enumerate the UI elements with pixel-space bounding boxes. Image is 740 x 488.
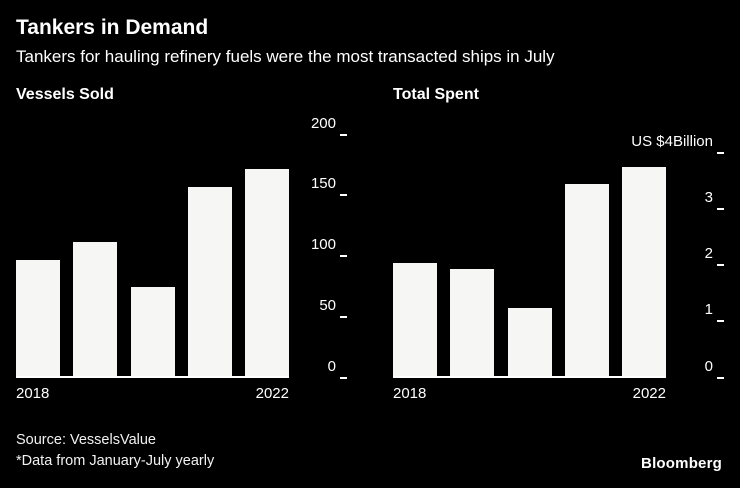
y-tick-label: 200 — [310, 114, 336, 132]
source-text: Source: VesselsValue — [16, 432, 156, 448]
y-tick-0: 0 — [327, 357, 347, 379]
y-tick-1: 1 — [704, 301, 724, 323]
x-axis-vessels-sold: 2018 2022 — [16, 385, 289, 402]
plot-vessels-sold: 0 50 100 150 200 — [16, 116, 347, 379]
y-tick-label: 1 — [704, 301, 713, 319]
y-tick-50: 50 — [319, 296, 347, 318]
x-axis-total-spent: 2018 2022 — [393, 385, 666, 402]
y-tick-0: 0 — [704, 357, 724, 379]
panel-total-spent: Total Spent 0 1 2 3 US $4Billion 2018 2022 — [393, 86, 724, 402]
x-tick-last: 2022 — [632, 384, 666, 402]
footer: Source: VesselsValue *Data from January-… — [16, 430, 724, 472]
bloomberg-logo: Bloomberg — [641, 455, 722, 472]
y-tick-label: 3 — [704, 188, 713, 206]
footnote-text: *Data from January-July yearly — [16, 453, 215, 469]
y-tick-mark — [717, 151, 724, 154]
bar-2018 — [16, 260, 60, 376]
bar-2020 — [507, 308, 552, 376]
y-tick-4: US $4Billion — [631, 132, 724, 154]
x-tick-last: 2022 — [255, 384, 289, 402]
y-tick-200: 200 — [310, 114, 347, 136]
y-tick-mark — [717, 207, 724, 210]
y-tick-mark — [340, 315, 347, 318]
y-tick-150: 150 — [310, 175, 347, 197]
panel-title-vessels-sold: Vessels Sold — [16, 85, 114, 103]
x-tick-first: 2018 — [16, 384, 50, 402]
y-tick-mark — [717, 264, 724, 267]
bar-2019 — [450, 268, 495, 376]
y-tick-mark — [340, 376, 347, 379]
bar-2020 — [130, 286, 175, 376]
y-tick-mark — [717, 376, 724, 379]
charts-row: Vessels Sold 0 50 100 150 200 2018 2022 Tota… — [16, 86, 724, 402]
header: Tankers in Demand Tankers for hauling re… — [0, 0, 740, 68]
chart-subtitle: Tankers for hauling refinery fuels were … — [16, 47, 555, 67]
y-tick-mark — [717, 320, 724, 323]
panel-vessels-sold: Vessels Sold 0 50 100 150 200 2018 2022 — [16, 86, 347, 402]
y-tick-mark — [340, 194, 347, 197]
y-axis-vessels-sold: 0 50 100 150 200 — [289, 116, 347, 379]
y-tick-label: 150 — [310, 175, 336, 193]
y-tick-label: 2 — [704, 245, 713, 263]
y-tick-label: US $4Billion — [631, 132, 713, 150]
bar-2021 — [564, 184, 609, 376]
bars-total-spent — [393, 151, 666, 378]
plot-total-spent: 0 1 2 3 US $4Billion — [393, 120, 724, 379]
y-tick-100: 100 — [310, 236, 347, 258]
y-tick-label: 0 — [704, 357, 713, 375]
y-tick-label: 0 — [327, 357, 336, 375]
chart-title: Tankers in Demand — [16, 16, 209, 39]
bar-2022 — [622, 167, 666, 376]
y-tick-label: 100 — [310, 236, 336, 254]
bar-2018 — [393, 263, 437, 376]
bar-2021 — [187, 187, 232, 376]
bar-2022 — [245, 168, 289, 376]
y-tick-mark — [340, 133, 347, 136]
y-tick-3: 3 — [704, 188, 724, 210]
y-tick-label: 50 — [319, 296, 336, 314]
bars-vessels-sold — [16, 133, 289, 378]
panel-title-total-spent: Total Spent — [393, 85, 479, 103]
bar-2019 — [73, 241, 118, 376]
y-tick-2: 2 — [704, 245, 724, 267]
x-tick-first: 2018 — [393, 384, 427, 402]
y-tick-mark — [340, 255, 347, 258]
y-axis-total-spent: 0 1 2 3 US $4Billion — [631, 134, 724, 379]
